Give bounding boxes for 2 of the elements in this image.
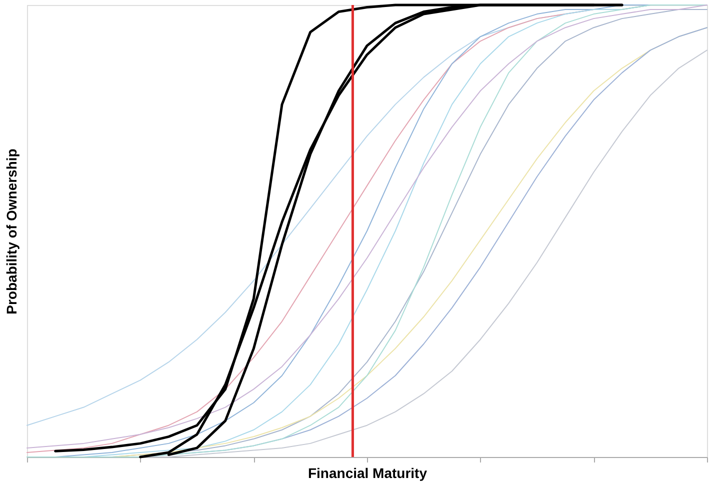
y-axis-title: Probability of Ownership <box>4 148 20 314</box>
x-axis-title: Financial Maturity <box>308 465 428 481</box>
